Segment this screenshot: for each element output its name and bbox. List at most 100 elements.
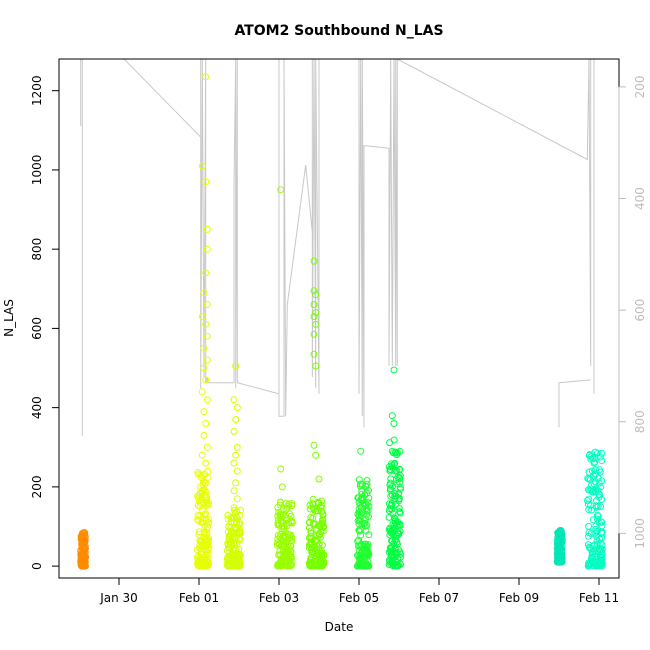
data-point — [205, 536, 213, 544]
x-tick-label: Jan 30 — [99, 591, 138, 605]
data-point — [357, 482, 364, 490]
data-point — [312, 451, 320, 459]
data-point — [596, 546, 604, 554]
data-point — [390, 366, 398, 374]
data-point — [233, 467, 241, 475]
data-point — [230, 562, 238, 570]
y-tick-label: 800 — [30, 238, 44, 261]
data-point — [385, 500, 393, 508]
data-point — [198, 313, 206, 320]
data-point — [306, 501, 314, 509]
data-point — [204, 523, 212, 531]
data-point — [396, 508, 404, 516]
data-point — [584, 474, 592, 482]
data-point — [390, 436, 398, 444]
x-axis: Jan 30 Feb 01 Feb 03 Feb 05 Feb 07 Feb 09 Feb … — [99, 577, 619, 605]
data-point — [200, 344, 208, 352]
data-point — [593, 536, 601, 544]
data-point — [589, 488, 597, 496]
data-point — [232, 479, 240, 487]
data-point — [204, 501, 212, 509]
data-point — [591, 458, 599, 466]
data-point — [387, 551, 395, 559]
data-point — [316, 562, 323, 570]
data-point — [202, 479, 209, 487]
data-point — [202, 178, 210, 186]
data-point — [279, 554, 287, 562]
y2-tick-label: 600 — [633, 299, 647, 322]
data-point — [236, 519, 243, 527]
data-point — [598, 457, 606, 465]
data-point — [363, 521, 371, 529]
data-point — [393, 532, 401, 540]
data-point — [235, 559, 243, 567]
data-point — [584, 541, 592, 549]
data-point — [226, 534, 234, 542]
data-point — [596, 491, 604, 499]
data-point — [392, 448, 400, 456]
data-point — [584, 497, 591, 505]
data-point — [593, 449, 601, 457]
y-axis-label: N_LAS — [2, 299, 16, 337]
data-point — [199, 478, 207, 485]
data-point — [389, 520, 397, 528]
data-point — [230, 396, 238, 404]
data-point — [386, 465, 394, 473]
data-point — [598, 449, 606, 457]
data-point — [198, 388, 206, 396]
data-point — [387, 475, 395, 483]
data-point — [397, 550, 404, 558]
y-tick-label: 400 — [30, 396, 44, 419]
data-point — [598, 554, 606, 561]
data-point — [201, 491, 209, 499]
data-point — [198, 451, 206, 459]
data-point — [590, 459, 598, 467]
data-point — [311, 555, 319, 563]
data-point — [316, 557, 324, 565]
data-point — [589, 516, 597, 524]
y2-tick-label: 1000 — [633, 518, 647, 549]
data-point — [317, 520, 325, 528]
data-point — [195, 559, 203, 567]
data-point — [362, 540, 370, 548]
data-point — [355, 562, 363, 570]
data-point — [592, 522, 600, 530]
chart-title: ATOM2 Southbound N_LAS — [234, 23, 443, 39]
data-point — [391, 536, 399, 544]
data-point — [230, 459, 238, 467]
data-point — [286, 510, 293, 518]
data-point — [365, 486, 373, 494]
data-point — [200, 364, 208, 372]
data-point — [588, 506, 596, 514]
data-point — [319, 512, 327, 520]
scatter-points-layer — [77, 73, 606, 570]
data-point — [354, 517, 362, 525]
data-point — [310, 506, 318, 514]
data-point — [203, 301, 211, 309]
data-point — [287, 562, 295, 570]
data-point — [362, 500, 370, 508]
data-point — [288, 502, 296, 509]
y2-tick-label: 800 — [633, 410, 647, 433]
data-point — [203, 245, 211, 253]
data-point — [557, 533, 564, 541]
data-point — [225, 549, 233, 557]
data-point — [395, 497, 403, 505]
data-point — [315, 530, 323, 538]
y2-axis: 200 400 600 800 1000 — [618, 75, 647, 549]
data-point — [80, 561, 87, 569]
data-point — [79, 547, 87, 555]
data-point — [587, 453, 595, 461]
data-point — [318, 549, 326, 557]
data-point — [556, 544, 564, 552]
data-point — [386, 559, 394, 567]
data-point — [594, 512, 602, 520]
y2-tick-label: 400 — [633, 187, 647, 210]
data-point — [588, 552, 596, 560]
data-point — [275, 540, 283, 547]
data-point — [205, 534, 212, 542]
data-point — [357, 531, 365, 539]
data-point — [202, 459, 210, 467]
data-point — [233, 404, 241, 412]
